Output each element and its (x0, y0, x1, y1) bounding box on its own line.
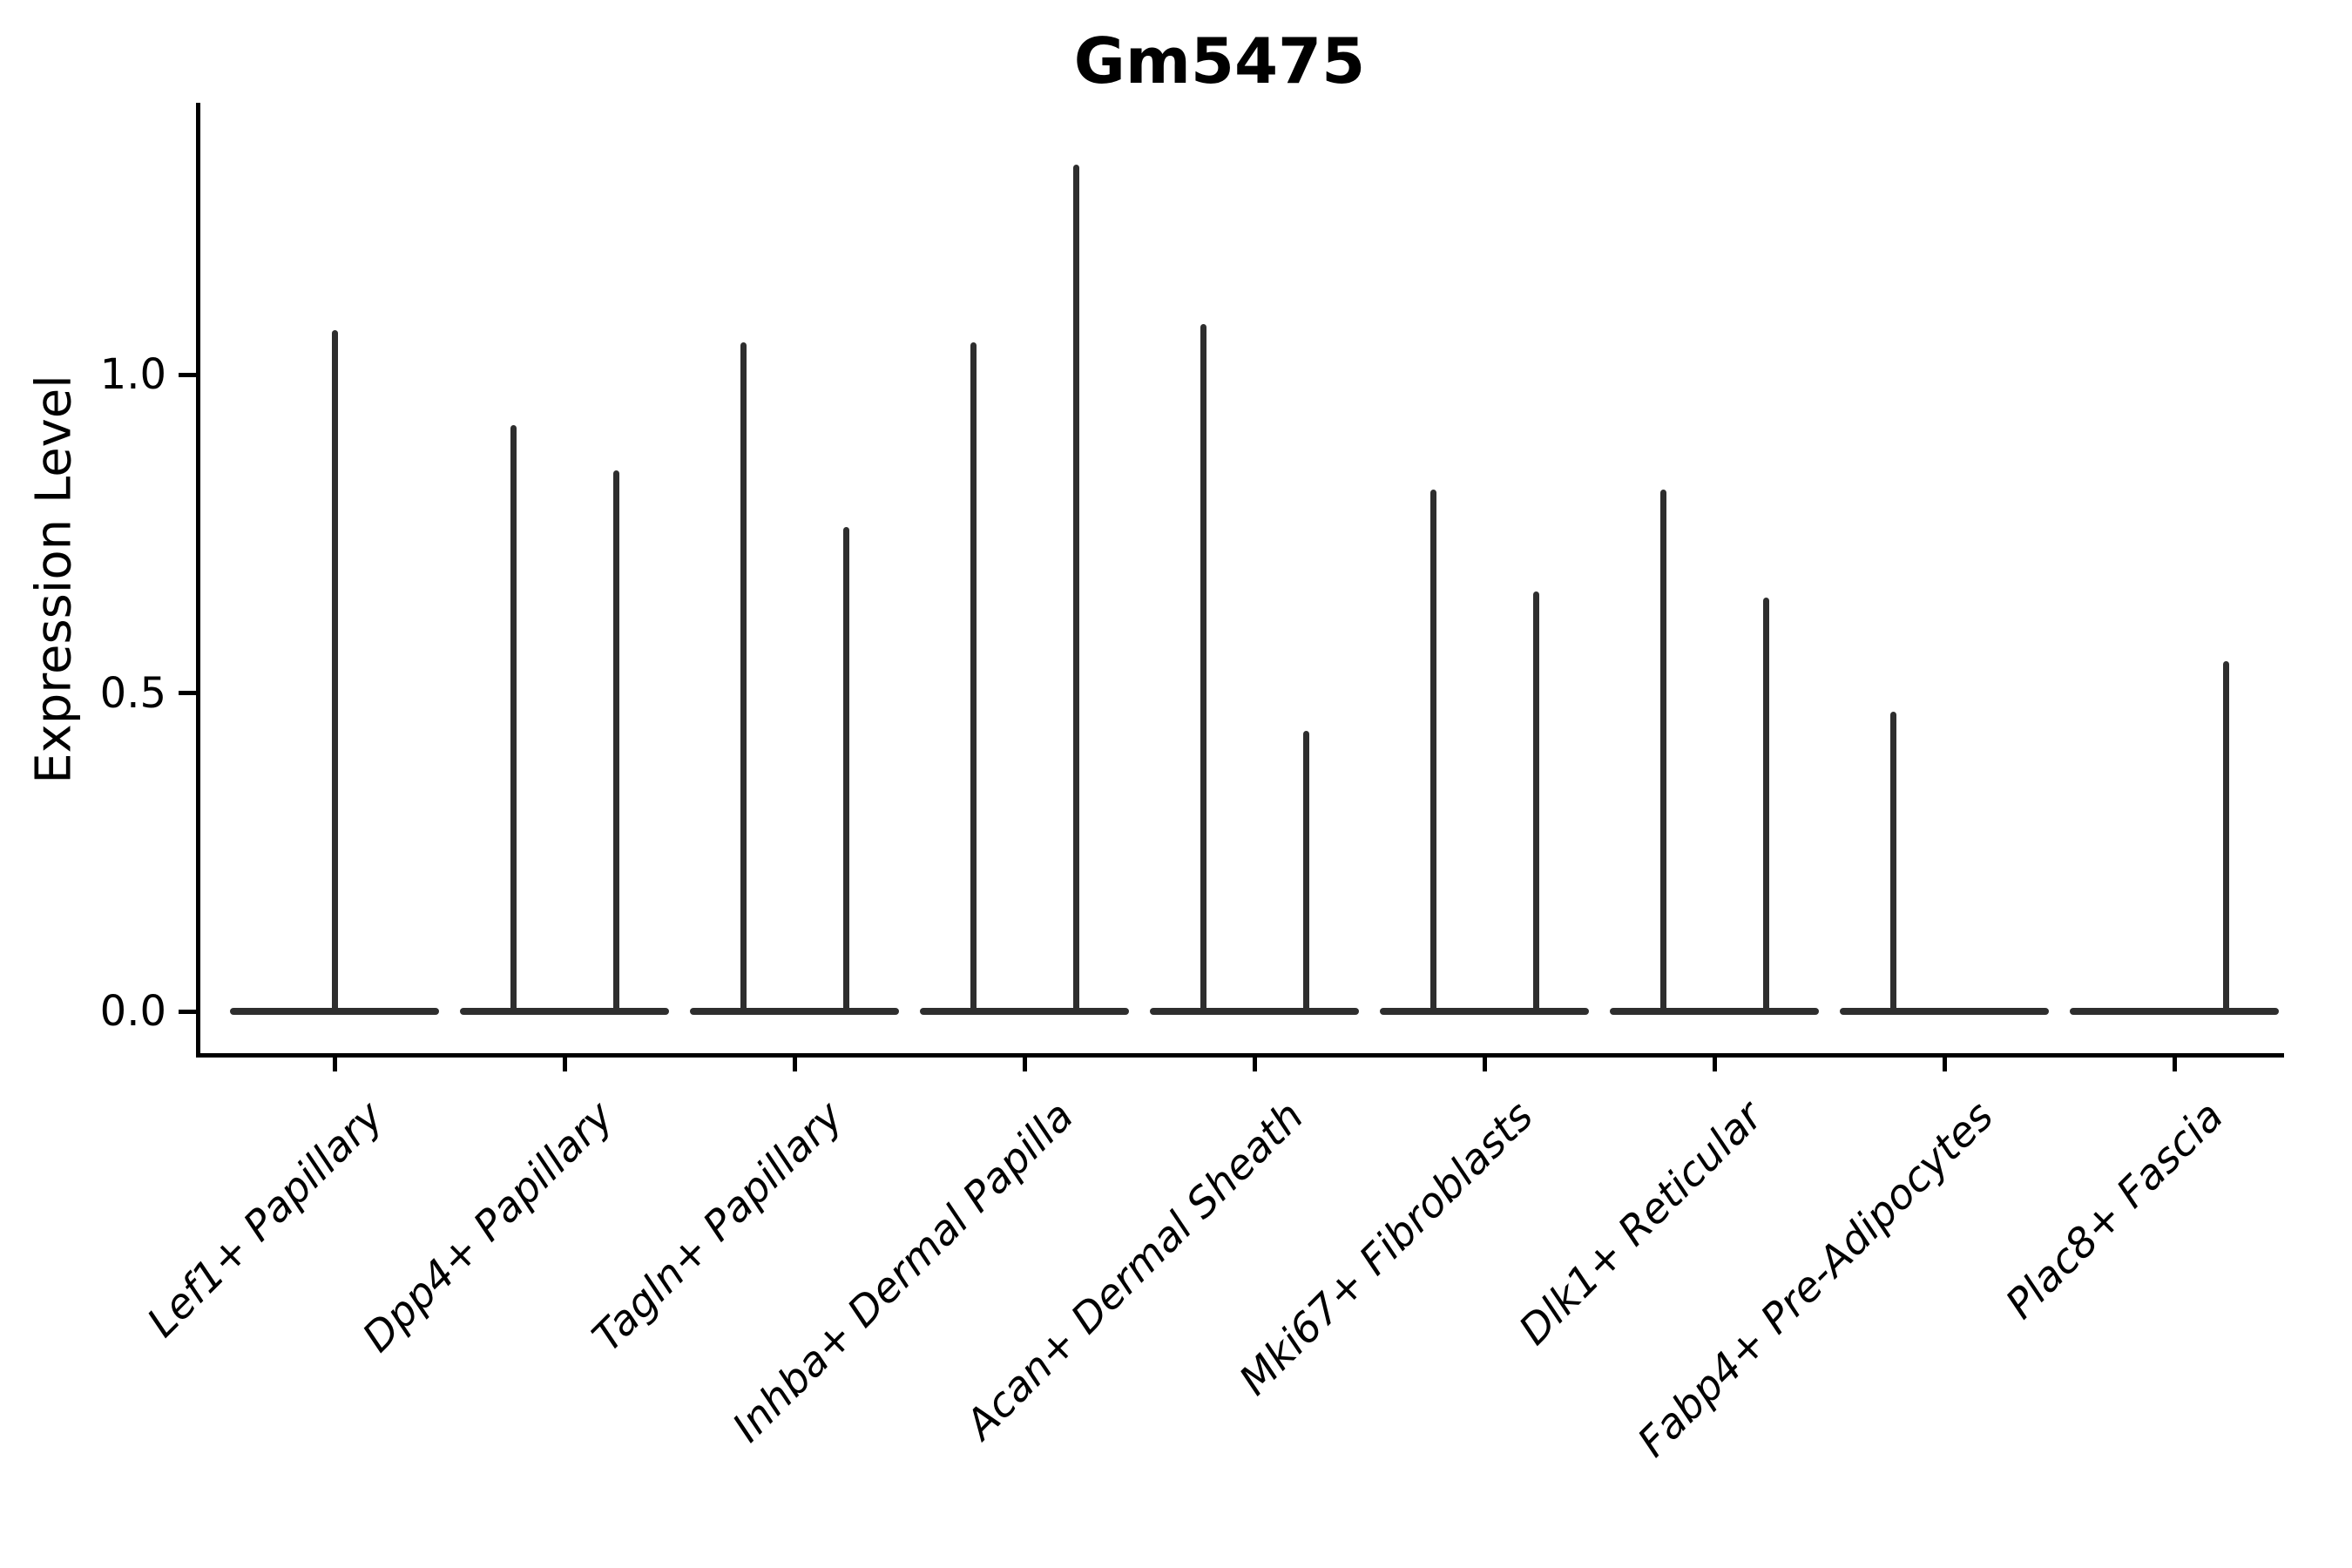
x-tick-mark (1942, 1058, 1947, 1071)
violin-base (1840, 1008, 2049, 1015)
violin-base (690, 1008, 899, 1015)
violin-spike (1762, 597, 1769, 1011)
violin-spike (970, 342, 977, 1011)
y-tick-mark (179, 1009, 196, 1014)
violin-spike (740, 342, 747, 1011)
y-tick-mark (179, 691, 196, 695)
x-tick-mark (792, 1058, 797, 1071)
x-tick-mark (1712, 1058, 1717, 1071)
y-tick-label: 1.0 (99, 350, 166, 399)
x-tick-mark (1482, 1058, 1487, 1071)
violin-spike (2222, 660, 2229, 1011)
x-tick-label: Lef1+ Papillary (138, 1092, 393, 1347)
violin-spike (1532, 591, 1539, 1011)
violin-base (230, 1008, 439, 1015)
x-tick-label: Dlk1+ Reticular (1510, 1092, 1773, 1355)
y-tick-mark (179, 372, 196, 377)
violin-base (920, 1008, 1129, 1015)
violin-spike (1072, 164, 1079, 1011)
violin-base (460, 1008, 669, 1015)
y-tick-label: 0.0 (99, 987, 166, 1036)
violin-spike (612, 470, 619, 1011)
violin-base (1380, 1008, 1589, 1015)
x-tick-mark (1022, 1058, 1027, 1071)
x-tick-label: Dpp4+ Papillary (353, 1092, 623, 1362)
y-tick-label: 0.5 (99, 668, 166, 718)
violin-base (1150, 1008, 1359, 1015)
violin-spike (1200, 323, 1206, 1011)
violin-base (1610, 1008, 1819, 1015)
violin-spike (1302, 731, 1309, 1011)
bottom-spine (196, 1053, 2284, 1058)
x-tick-mark (2172, 1058, 2177, 1071)
violin-spike (510, 425, 517, 1011)
x-tick-mark (332, 1058, 337, 1071)
violin-spike (1429, 489, 1436, 1011)
violin-spike (331, 329, 338, 1011)
chart-title: Gm5475 (1073, 24, 1366, 98)
violin-spike (1659, 489, 1666, 1011)
violin-spike (1889, 712, 1896, 1011)
x-tick-mark (1252, 1058, 1257, 1071)
violin-spike (842, 527, 849, 1011)
x-tick-label: Tagln+ Papillary (583, 1092, 853, 1362)
x-tick-label: Plac8+ Fascia (1996, 1092, 2233, 1328)
x-tick-mark (562, 1058, 567, 1071)
violin-base (2070, 1008, 2279, 1015)
left-spine (196, 103, 200, 1058)
